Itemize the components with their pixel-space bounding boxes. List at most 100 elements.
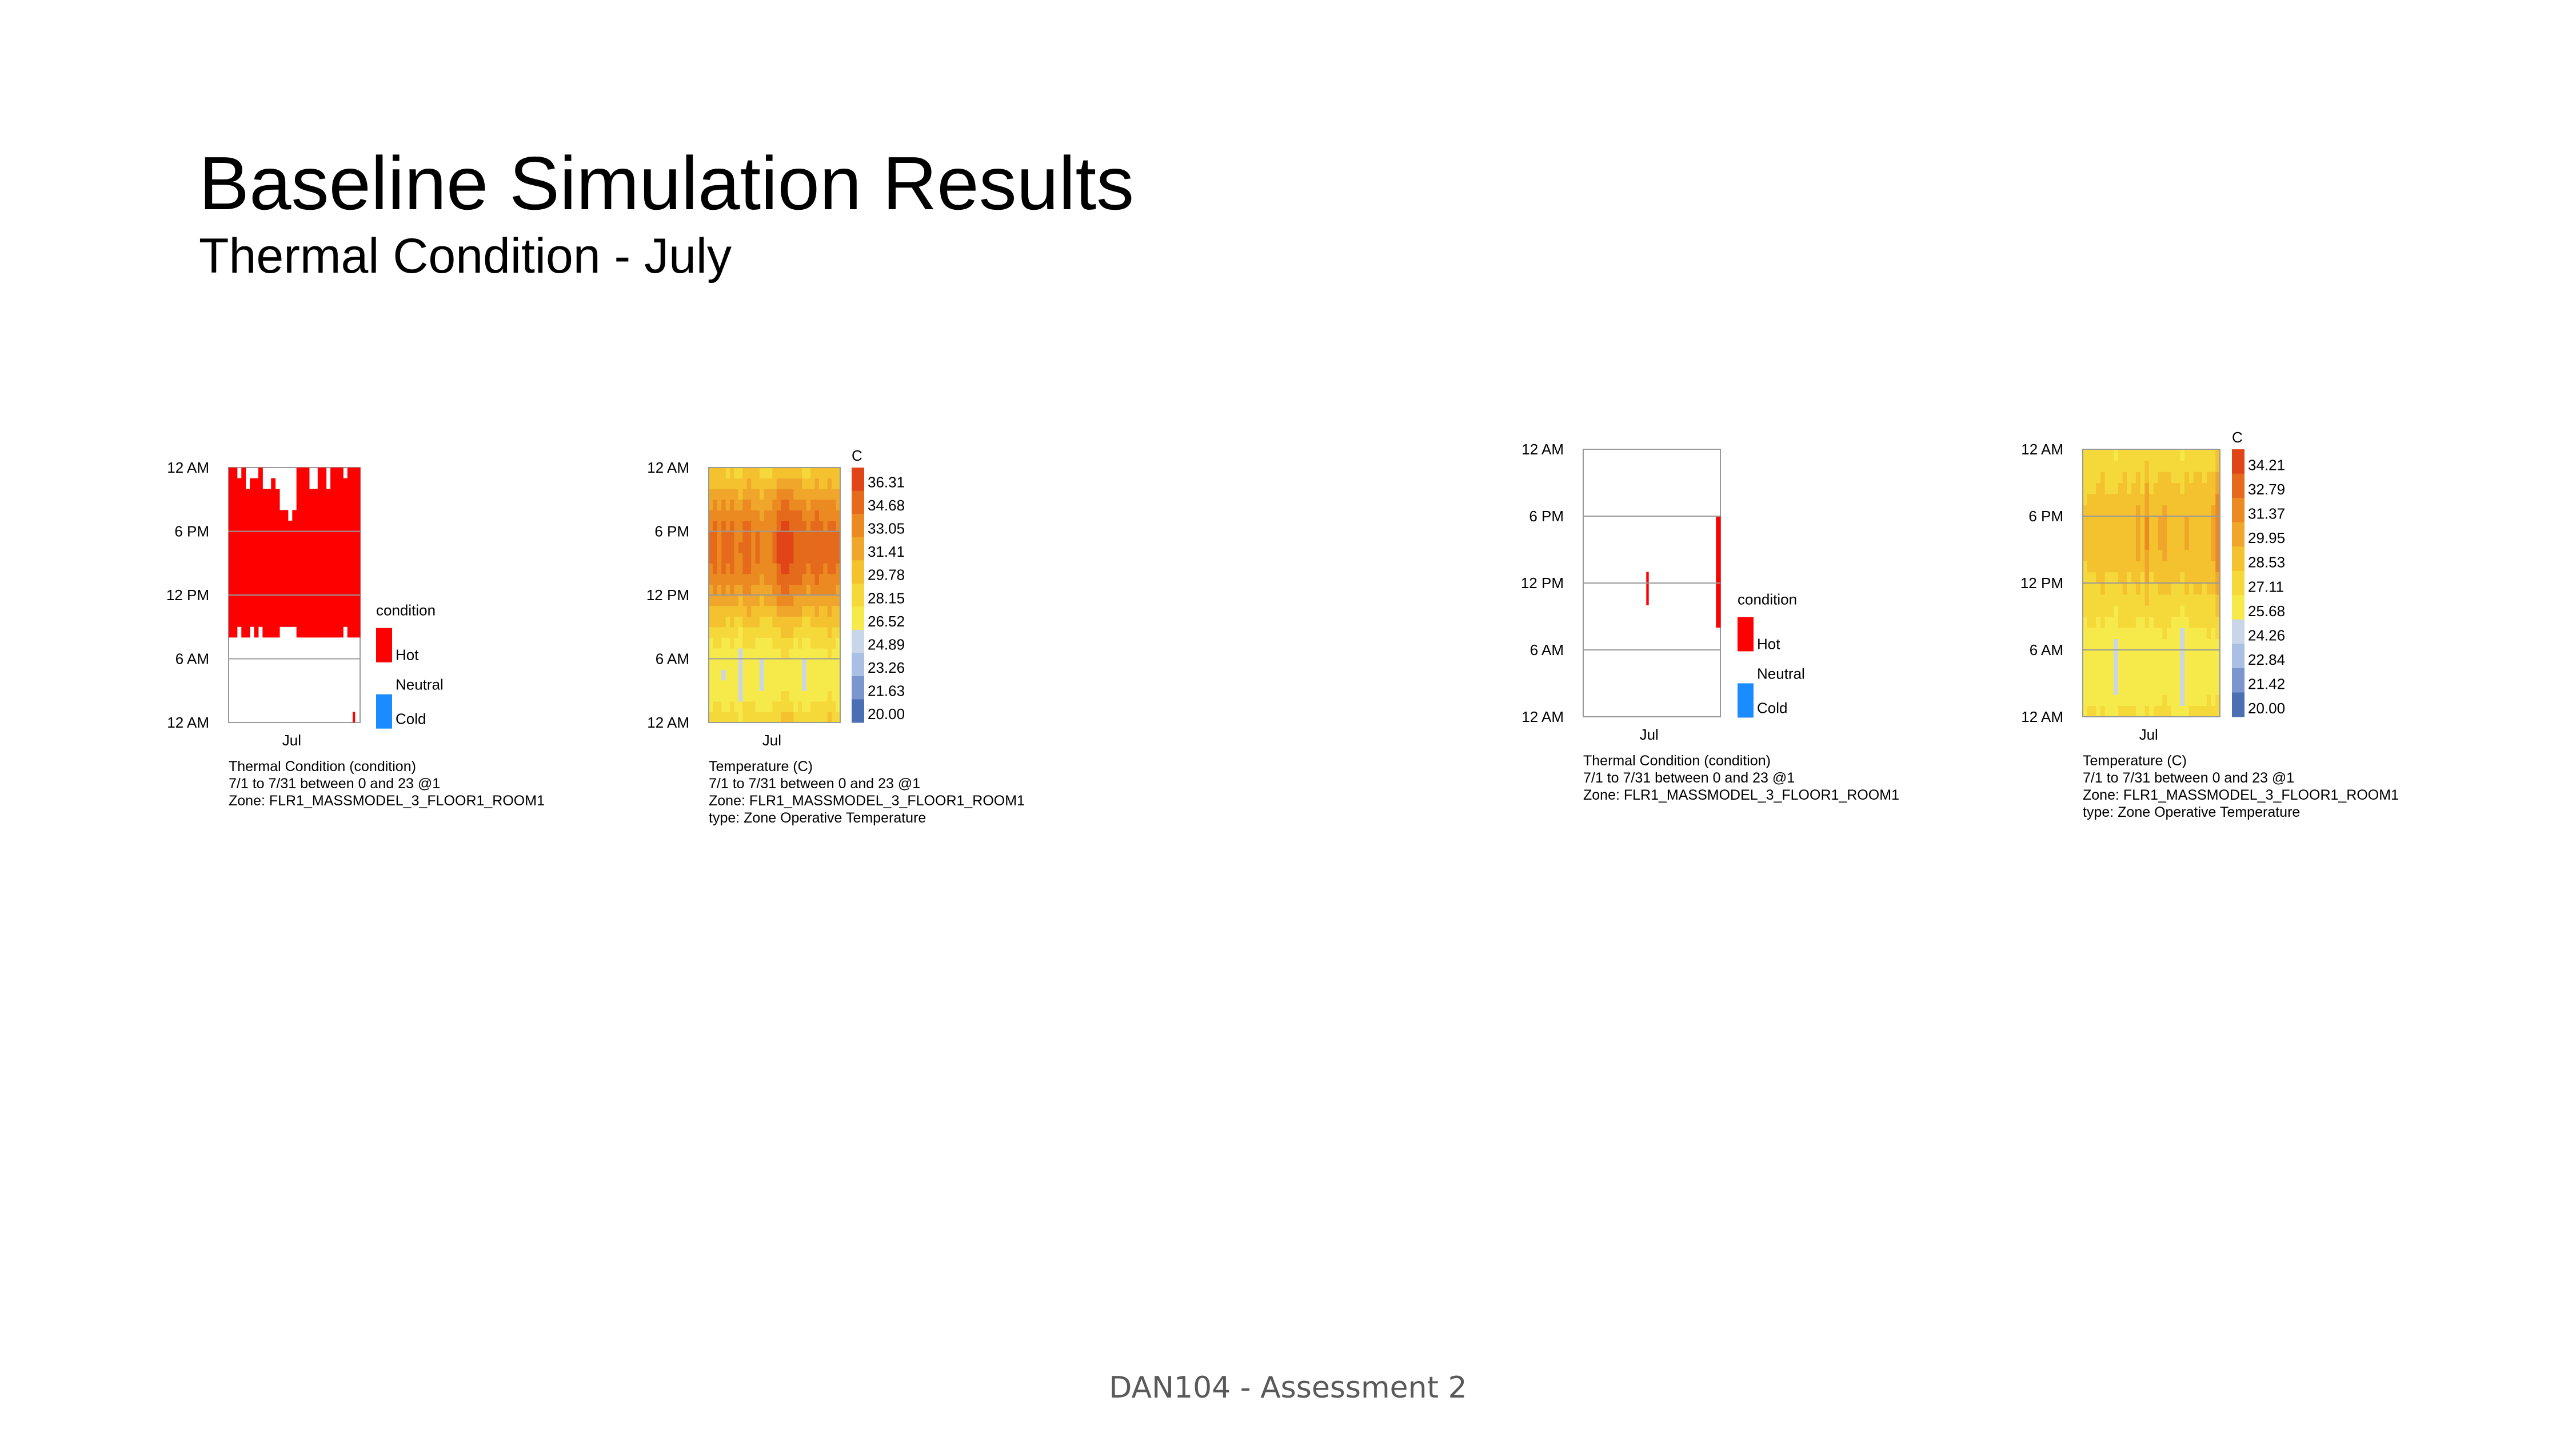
improved-temperature-heat-cell <box>2198 572 2203 584</box>
baseline-temperature-heat-cell <box>832 595 837 606</box>
improved-temperature-legend-swatch <box>2232 498 2244 523</box>
improved-temperature-heat-cell <box>2180 650 2185 662</box>
baseline-temperature-heat-cell <box>734 701 739 713</box>
baseline-temperature-heat-cell <box>814 605 820 617</box>
baseline-temperature-heat-cell <box>797 552 802 564</box>
improved-temperature-heat-cell <box>2206 472 2212 484</box>
improved-temperature-heat-cell <box>2122 650 2128 662</box>
improved-temperature-heat-cell <box>2083 561 2088 573</box>
baseline-temperature-heat-cell <box>709 468 714 479</box>
improved-temperature-heat-cell <box>2153 516 2159 528</box>
improved-temperature-heat-cell <box>2118 638 2123 650</box>
improved-temperature-heat-cell <box>2158 472 2163 484</box>
baseline-temperature-heat-cell <box>832 584 837 596</box>
improved-temperature-heat-cell <box>2131 538 2136 550</box>
baseline-temperature-heat-cell <box>760 595 765 606</box>
baseline-temperature-heat-cell <box>772 531 777 542</box>
improved-temperature-heat-cell <box>2144 538 2150 550</box>
improved-temperature-heat-cell <box>2149 583 2154 595</box>
improved-temperature-heat-cell <box>2206 549 2212 561</box>
improved-temperature-heat-cell <box>2198 683 2203 695</box>
baseline-temperature-heat-cell <box>764 520 769 532</box>
baseline-temperature-legend-swatch <box>852 676 864 700</box>
baseline-temperature-heat-cell <box>810 489 816 500</box>
improved-temperature-heat-cell <box>2104 516 2110 528</box>
baseline-temperature-heat-cell <box>730 637 735 649</box>
baseline-temperature-heat-cell <box>832 520 837 532</box>
improved-temperature-heat-cell <box>2118 683 2123 695</box>
improved-temperature-heat-cell <box>2193 705 2198 717</box>
improved-temperature-heat-cell <box>2198 449 2203 461</box>
improved-temperature-heat-cell <box>2167 661 2172 673</box>
baseline-condition-hot-cell <box>262 489 267 638</box>
baseline-temperature-heat-cell <box>742 520 748 532</box>
improved-temperature-heat-cell <box>2118 538 2123 550</box>
improved-temperature-heat-cell <box>2114 638 2119 650</box>
baseline-temperature-heat-cell <box>751 489 756 500</box>
baseline-temperature-heat-cell <box>827 542 832 553</box>
improved-temperature-heat-cell <box>2109 661 2114 673</box>
improved-temperature-heat-cell <box>2162 505 2167 517</box>
improved-temperature-heat-cell <box>2162 583 2167 595</box>
baseline-temperature-heat-cell <box>734 690 739 702</box>
baseline-temperature-heat-cell <box>751 468 756 479</box>
baseline-temperature-heat-cell <box>776 478 781 489</box>
improved-temperature-heat-cell <box>2206 572 2212 584</box>
baseline-temperature-heat-cell <box>725 595 730 606</box>
improved-temperature-heat-cell <box>2083 472 2088 484</box>
improved-temperature-heat-cell <box>2109 538 2114 550</box>
improved-temperature-heat-cell <box>2096 661 2101 673</box>
improved-temperature-heat-cell <box>2193 594 2198 606</box>
improved-temperature-heat-cell <box>2184 538 2190 550</box>
improved-temperature-legend-swatch <box>2232 644 2244 669</box>
improved-temperature-heat-cell <box>2171 549 2176 561</box>
improved-temperature-heat-cell <box>2167 527 2172 539</box>
baseline-temperature-heat-cell <box>818 520 824 532</box>
improved-temperature-heat-cell <box>2091 616 2096 628</box>
baseline-temperature-heat-cell <box>806 605 811 617</box>
baseline-temperature-heat-cell <box>814 531 820 542</box>
improved-temperature-heat-cell <box>2167 460 2172 472</box>
improved-temperature-heat-cell <box>2149 683 2154 695</box>
improved-temperature-heat-cell <box>2127 516 2132 528</box>
baseline-temperature-heat-cell <box>717 478 722 489</box>
baseline-temperature-heat-cell <box>738 658 743 670</box>
baseline-temperature-heat-cell <box>742 637 748 649</box>
baseline-temperature-legend-swatch <box>852 468 864 492</box>
baseline-condition-legend-label-hot: Hot <box>396 646 419 664</box>
improved-temperature-heat-cell <box>2091 527 2096 539</box>
baseline-condition-caption-line: 7/1 to 7/31 between 0 and 23 @1 <box>229 776 440 792</box>
improved-temperature-heat-cell <box>2180 482 2185 494</box>
improved-temperature-heat-cell <box>2206 482 2212 494</box>
baseline-temperature-heat-cell <box>730 499 735 510</box>
baseline-temperature-heat-cell <box>772 563 777 574</box>
improved-temperature-heat-cell <box>2087 549 2092 561</box>
baseline-temperature-heat-cell <box>725 690 730 702</box>
improved-temperature-heat-cell <box>2188 583 2194 595</box>
baseline-temperature-heat-cell <box>760 563 765 574</box>
improved-temperature-heat-cell <box>2122 449 2128 461</box>
baseline-temperature-heat-cell <box>709 637 714 649</box>
improved-temperature-heat-cell <box>2114 661 2119 673</box>
improved-temperature-heat-cell <box>2188 494 2194 506</box>
baseline-temperature-heat-cell <box>721 499 726 510</box>
baseline-temperature-heat-cell <box>793 658 798 670</box>
baseline-temperature-heat-cell <box>717 531 722 542</box>
baseline-temperature-heat-cell <box>725 605 730 617</box>
improved-temperature-heat-cell <box>2104 482 2110 494</box>
baseline-temperature-heat-cell <box>755 478 760 489</box>
improved-temperature-heat-cell <box>2162 527 2167 539</box>
baseline-temperature-heat-cell <box>725 531 730 542</box>
improved-temperature-heat-cell <box>2184 650 2190 662</box>
baseline-temperature-heat-cell <box>789 531 794 542</box>
baseline-temperature-legend-value: 24.89 <box>868 636 905 653</box>
baseline-temperature-heat-cell <box>818 468 824 479</box>
improved-temperature-heat-cell <box>2198 561 2203 573</box>
baseline-temperature-heat-cell <box>818 626 824 638</box>
baseline-temperature-heat-cell <box>823 616 828 628</box>
improved-temperature-heat-cell <box>2114 683 2119 695</box>
improved-temperature-heat-cell <box>2211 538 2216 550</box>
improved-temperature-heat-cell <box>2100 638 2106 650</box>
improved-temperature-heat-cell <box>2175 705 2180 717</box>
baseline-temperature-heat-cell <box>734 626 739 638</box>
